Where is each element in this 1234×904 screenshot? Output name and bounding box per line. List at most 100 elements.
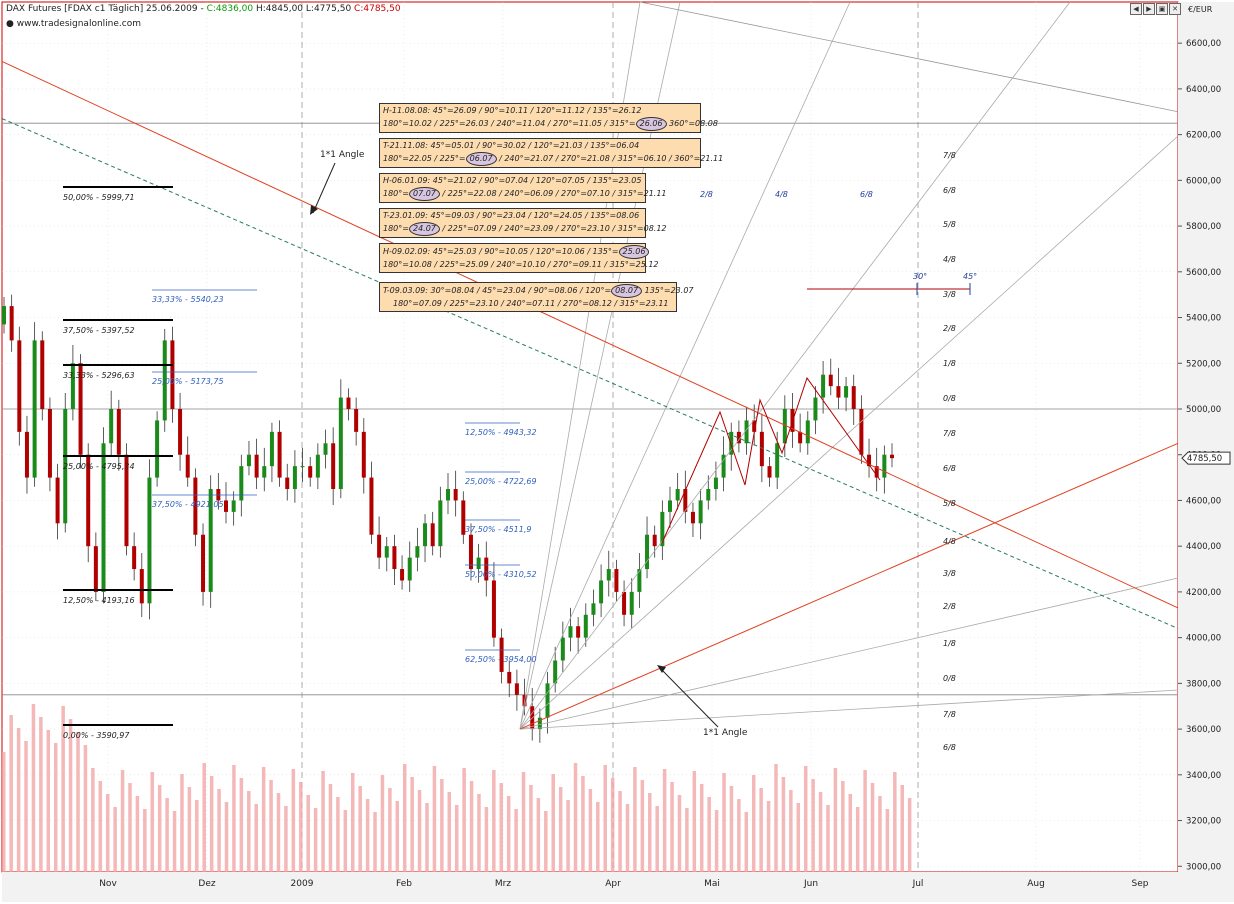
gann-right-label: 4/8 [943, 537, 956, 546]
candle-body [63, 408, 68, 524]
volume-bar [588, 789, 593, 872]
gann-box-3[interactable]: H-06.01.09: 45°=21.02 / 90°=07.04 / 120°… [379, 173, 667, 203]
box-line: T-21.11.08: 45°=05.01 / 90°=30.02 / 120°… [383, 141, 640, 150]
x-axis-bar [2, 872, 1234, 902]
gann-box-4[interactable]: T-23.01.09: 45°=09.03 / 90°=23.04 / 120°… [379, 208, 667, 238]
y-tick-label: 6600,00 [1186, 39, 1221, 49]
candle-body [308, 466, 313, 478]
candle-body [40, 340, 45, 409]
candle-body [859, 408, 864, 455]
gann-box-1[interactable]: H-11.08.08: 45°=26.09 / 90°=10.11 / 120°… [379, 103, 718, 133]
candle-body [675, 489, 680, 501]
gann-box-2[interactable]: T-21.11.08: 45°=05.01 / 90°=30.02 / 120°… [379, 138, 723, 168]
volume-bar [781, 777, 786, 872]
close-icon[interactable]: ✕ [1169, 3, 1181, 15]
candle-body [17, 340, 22, 432]
volume-bar [276, 793, 281, 872]
candle-body [9, 306, 14, 341]
candle-body [668, 500, 672, 512]
box-text: 180°= [383, 189, 409, 198]
volume-bar [39, 717, 43, 872]
candle-body [514, 683, 519, 695]
gann-box-5[interactable]: H-09.02.09: 45°=25.03 / 90°=10.05 / 120°… [379, 243, 659, 273]
volume-bar [128, 783, 132, 872]
volume-bar [299, 782, 303, 872]
url-text: www.tradesignalonline.com [16, 19, 141, 29]
volume-bar [440, 779, 444, 872]
candle-body [392, 546, 397, 570]
volume-bar [380, 775, 385, 872]
candle-body [208, 489, 213, 592]
candle-body [752, 420, 757, 432]
candle-body [446, 489, 450, 501]
candle-body [652, 534, 657, 547]
candle-body [415, 546, 420, 558]
volume-bar [402, 764, 407, 872]
volume-bar [699, 784, 704, 872]
candle-body [645, 534, 650, 570]
volume-bar [514, 809, 518, 872]
volume-bar [826, 805, 830, 872]
volume-bar [269, 780, 273, 872]
volume-bar [729, 786, 734, 872]
volume-bar [31, 704, 36, 872]
x-tick-label: 2009 [291, 879, 314, 889]
volume-bar [462, 768, 466, 872]
volume-bar [217, 789, 221, 872]
candle-body [338, 397, 343, 490]
volume-bar [907, 798, 912, 872]
highlight-date: 25.06 [618, 245, 650, 259]
y-tick-label: 3000,00 [1186, 862, 1221, 872]
volume-bar [202, 763, 206, 872]
volume-bar [9, 715, 13, 872]
candle-body [836, 386, 841, 398]
fib-label-blue: 12,50% - 4943,32 [465, 428, 537, 437]
x-tick-label: Mrz [495, 879, 511, 889]
symbol-label: DAX Futures [FDAX c1 [6, 4, 106, 14]
box-line: H-09.02.09: 45°=25.03 / 90°=10.05 / 120°… [383, 245, 650, 259]
candle-body [614, 569, 619, 592]
volume-bar [98, 781, 103, 872]
volume-bar [53, 743, 58, 872]
scroll-left-icon[interactable]: ◀ [1130, 3, 1142, 15]
candle-body [47, 408, 52, 478]
candle-body [690, 511, 695, 524]
volume-bar [610, 778, 615, 872]
volume-bar [239, 778, 244, 872]
arrowhead-top [310, 205, 318, 215]
scroll-right-icon[interactable]: ▶ [1143, 3, 1155, 15]
candle-body [101, 443, 106, 592]
volume-bar [143, 809, 147, 872]
restore-icon[interactable]: ▣ [1156, 3, 1168, 15]
candle-body [660, 511, 665, 547]
x-tick-label: Jul [912, 879, 924, 889]
volume-bar [885, 809, 890, 872]
candle-body [438, 500, 443, 547]
volume-bar [365, 799, 370, 872]
deg30-label: 30° [913, 272, 927, 281]
candle-body [576, 626, 581, 638]
volume-bar [544, 811, 548, 872]
fib-label-blue: 37,50% - 4511,9 [465, 525, 531, 534]
candle-body [430, 523, 435, 547]
fib-label-black: 50,00% - 5999,71 [63, 193, 135, 202]
volume-bar [648, 793, 652, 872]
y-tick-label: 5800,00 [1186, 222, 1221, 232]
candle-body [93, 546, 98, 592]
box-text: 135°=23.07 [642, 286, 694, 295]
volume-bar [692, 771, 697, 872]
volume-bar [737, 799, 741, 872]
fib-label-black: 12,50% - 4193,16 [63, 596, 135, 605]
candle-body [591, 603, 596, 615]
gann-box-6[interactable]: T-09.03.09: 30°=08.04 / 45°=23.04 / 90°=… [379, 282, 694, 312]
eighth-top-label: 6/8 [860, 190, 873, 199]
candle-body [706, 489, 711, 501]
box-line: 180°=10.02 / 225°=26.03 / 240°=11.04 / 2… [383, 117, 718, 131]
gann-right-label: 6/8 [943, 464, 956, 473]
box-text: 180°=22.05 / 225°= [383, 154, 466, 163]
volume-bar [291, 769, 296, 872]
candle-body [369, 477, 374, 535]
candle-body [805, 420, 810, 444]
candle-body [292, 466, 297, 490]
